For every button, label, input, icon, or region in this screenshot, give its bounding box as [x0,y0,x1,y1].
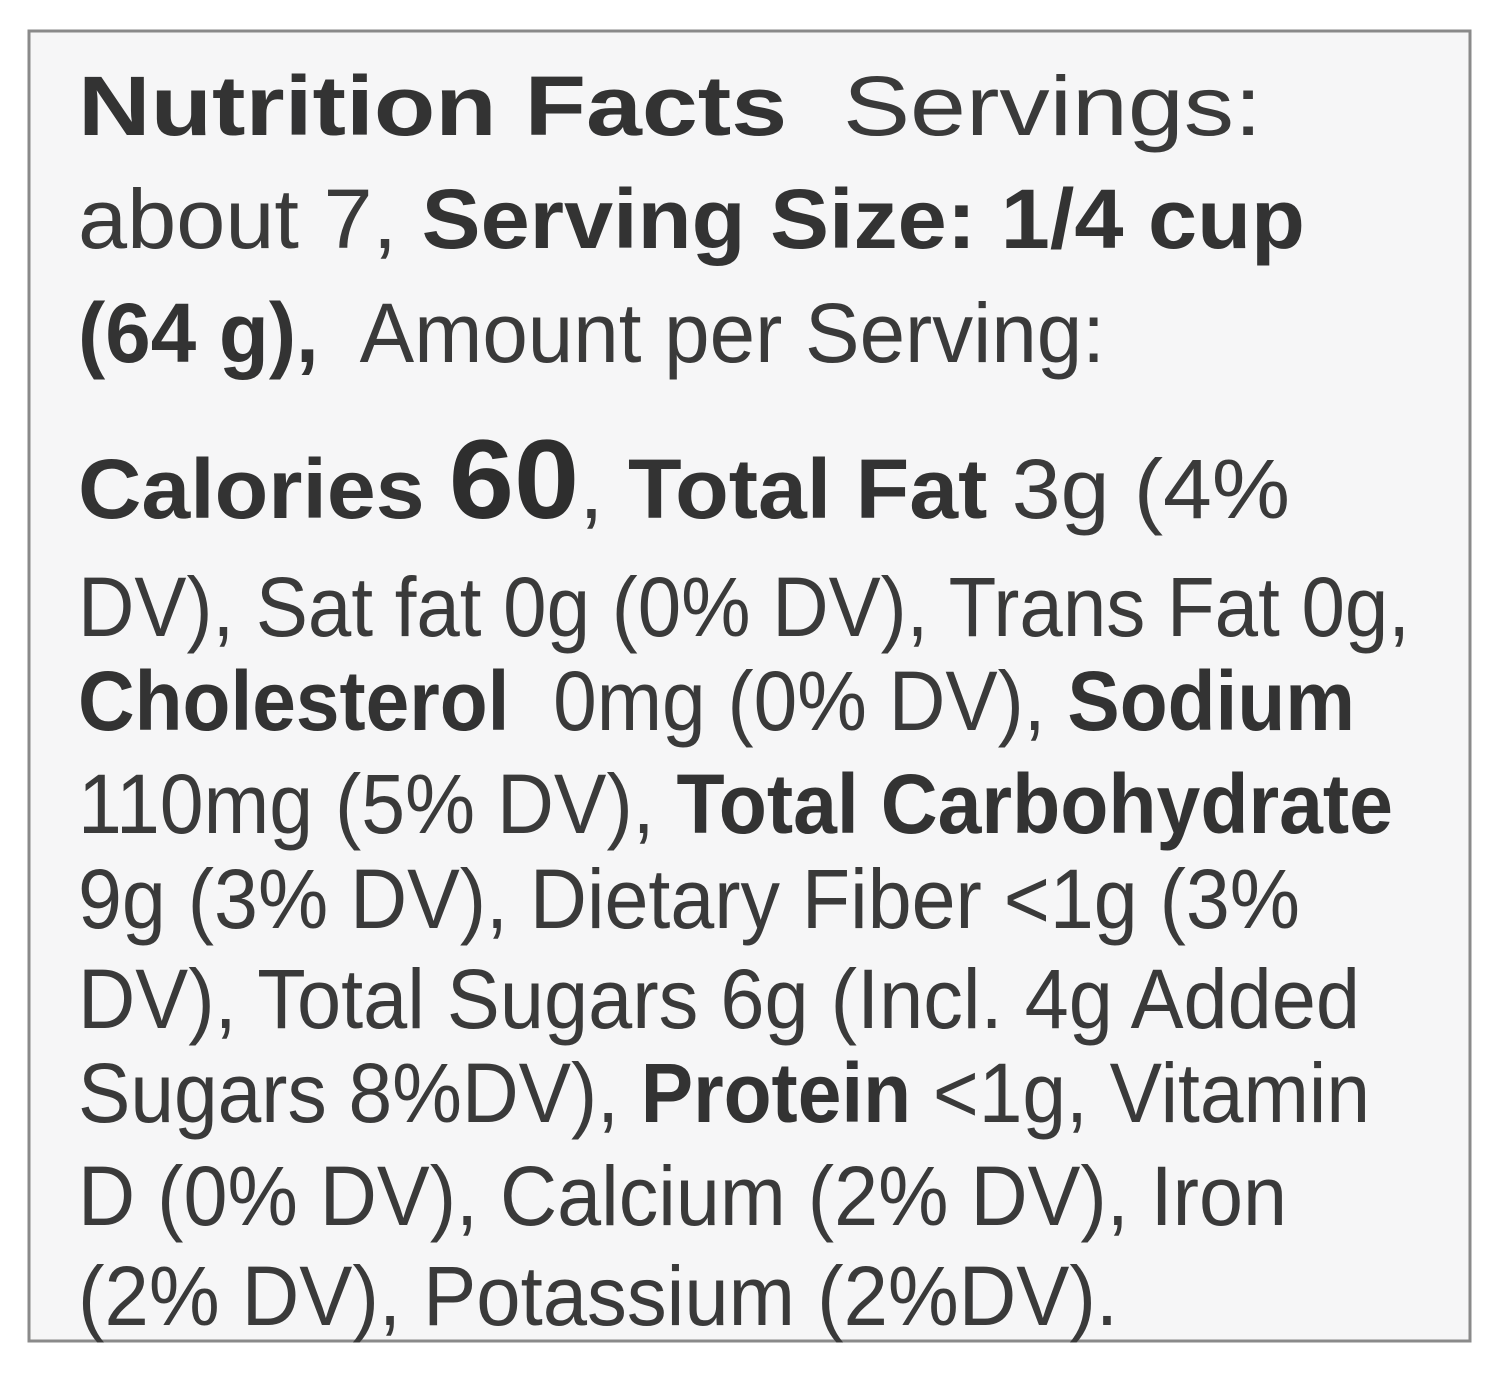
label-line: 110mg (5% DV), Total Carbohydrate [78,757,1393,851]
label-segment: , [579,442,628,536]
label-segment: about 7, [78,172,422,266]
label-segment: 9g (3% DV), Dietary Fiber <1g (3% [78,852,1300,946]
label-segment: Serving Size: 1/4 cup [422,172,1305,266]
label-segment: Total Carbohydrate [676,757,1393,851]
label-segment: Amount per Serving: [319,286,1105,380]
label-line: DV), Total Sugars 6g (Incl. 4g Added [78,952,1360,1046]
label-line: Nutrition Facts Servings: [78,59,1262,153]
label-line: about 7, Serving Size: 1/4 cup [78,172,1305,266]
label-segment: <1g, Vitamin [911,1046,1370,1140]
label-line: DV), Sat fat 0g (0% DV), Trans Fat 0g, [78,560,1410,654]
label-segment: Calories [78,442,449,536]
label-line: (64 g), Amount per Serving: [78,286,1105,380]
label-segment: Sodium [1067,654,1355,748]
label-line: Calories 60, Total Fat 3g (4% [78,417,1290,542]
label-segment: (2% DV), Potassium (2%DV). [78,1249,1118,1343]
label-line: D (0% DV), Calcium (2% DV), Iron [78,1149,1287,1243]
label-segment: 110mg (5% DV), [78,757,676,851]
label-segment: Sugars 8%DV), [78,1046,641,1140]
label-segment: Cholesterol [78,654,509,748]
label-segment: DV), Sat fat 0g (0% DV), Trans Fat 0g, [78,560,1410,654]
label-line: Sugars 8%DV), Protein <1g, Vitamin [78,1046,1370,1140]
label-segment: 60 [449,417,579,542]
label-line: (2% DV), Potassium (2%DV). [78,1249,1118,1343]
label-frame [27,29,1472,1343]
label-segment: DV), Total Sugars 6g (Incl. 4g Added [78,952,1360,1046]
label-segment: 3g (4% [987,442,1290,536]
label-segment: Servings: [787,59,1262,153]
label-segment: (64 g), [78,286,319,380]
label-line: 9g (3% DV), Dietary Fiber <1g (3% [78,852,1300,946]
label-segment: Nutrition Facts [78,59,787,153]
label-segment: D (0% DV), Calcium (2% DV), Iron [78,1149,1287,1243]
label-segment: 0mg (0% DV), [509,654,1067,748]
label-segment: Protein [641,1046,911,1140]
label-segment: Total Fat [628,442,987,536]
label-line: Cholesterol 0mg (0% DV), Sodium [78,654,1355,748]
